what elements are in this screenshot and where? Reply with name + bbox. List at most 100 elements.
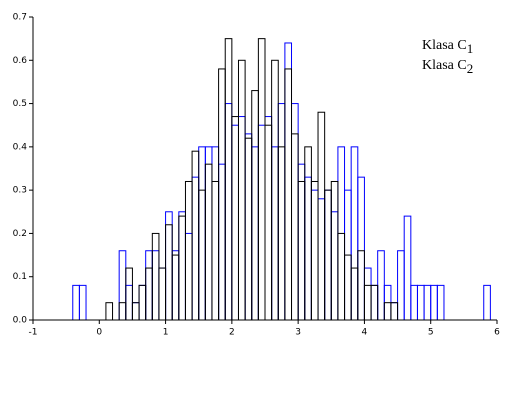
histogram-bar xyxy=(118,302,127,321)
x-tick-label: 5 xyxy=(428,328,434,338)
histogram-bar xyxy=(224,103,233,321)
histogram-bar xyxy=(397,250,405,321)
histogram-bar xyxy=(244,137,253,321)
histogram-bar xyxy=(324,189,332,321)
histogram-bar xyxy=(218,163,226,321)
histogram-bar xyxy=(436,284,445,321)
histogram-bar xyxy=(125,267,133,321)
x-tick-label: -1 xyxy=(29,328,38,338)
histogram-bar xyxy=(483,284,491,321)
histogram-bar xyxy=(277,146,286,321)
legend-entry: Klasa C2 xyxy=(422,58,473,76)
histogram-bar xyxy=(204,146,213,321)
histogram-bar xyxy=(211,180,220,321)
histogram-bar xyxy=(304,146,312,321)
histogram-bar xyxy=(350,267,359,321)
histogram-bar xyxy=(118,250,127,321)
histogram-bar xyxy=(390,302,399,321)
histogram-bar xyxy=(291,133,299,321)
x-tick-label: 2 xyxy=(229,328,235,338)
histogram-bar xyxy=(237,59,246,321)
histogram-bar xyxy=(264,116,273,321)
histogram-bar xyxy=(337,232,346,321)
histogram-bar xyxy=(416,284,425,321)
histogram-bar xyxy=(105,302,114,321)
histogram-bar xyxy=(178,215,186,321)
histogram-bar xyxy=(224,38,233,321)
histogram-bar xyxy=(370,284,379,321)
histogram-bar xyxy=(204,163,213,321)
histogram-bar xyxy=(191,150,200,321)
y-tick-label: 0.2 xyxy=(13,229,27,239)
histogram-bar xyxy=(158,267,167,321)
histogram-bar xyxy=(383,302,392,321)
histogram-bar xyxy=(231,116,239,321)
histogram-bar xyxy=(151,250,160,321)
histogram-bar xyxy=(363,284,372,321)
histogram-bar xyxy=(251,146,259,321)
histogram-bar xyxy=(284,42,293,321)
histogram-bar xyxy=(198,189,206,321)
histogram-bar xyxy=(257,38,266,321)
x-tick-label: 4 xyxy=(362,328,368,338)
histogram-bar xyxy=(297,163,306,321)
y-tick-label: 0.6 xyxy=(13,56,28,66)
histogram-bar xyxy=(330,180,339,321)
y-tick-label: 0.7 xyxy=(13,13,27,23)
histogram-bar xyxy=(165,211,173,321)
histogram-bar xyxy=(357,176,365,321)
histogram-bar xyxy=(291,103,299,321)
histogram-bar xyxy=(171,250,180,321)
histogram-bar xyxy=(344,254,352,321)
histogram-bar xyxy=(304,176,312,321)
histogram-bar xyxy=(310,180,319,321)
histogram-bar xyxy=(310,189,319,321)
histogram-bar xyxy=(284,68,293,321)
histogram-bar xyxy=(198,146,206,321)
histogram-bar xyxy=(350,146,359,321)
histogram-bar xyxy=(403,215,412,321)
y-tick-label: 0.0 xyxy=(13,316,28,326)
histogram-bar xyxy=(184,232,193,321)
histogram-bar xyxy=(145,250,153,321)
histogram-bar xyxy=(390,302,399,321)
histogram-bar xyxy=(138,284,147,321)
histogram-bar xyxy=(251,90,259,321)
histogram-bar xyxy=(264,124,273,321)
histogram-bar xyxy=(257,124,266,321)
histogram-bar xyxy=(317,198,326,321)
histogram-bar xyxy=(363,267,372,321)
histogram-bar xyxy=(357,250,365,321)
histogram-bar xyxy=(423,284,432,321)
y-tick-label: 0.3 xyxy=(13,186,27,196)
histogram-bar xyxy=(125,284,133,321)
histogram-bar xyxy=(78,284,87,321)
histogram-bar xyxy=(145,267,153,321)
histogram-bar xyxy=(324,189,332,321)
histogram-bar xyxy=(138,284,147,321)
histogram-bar xyxy=(218,68,226,321)
histogram-bar xyxy=(158,267,167,321)
legend-entry: Klasa C1 xyxy=(422,38,473,56)
x-tick-label: 3 xyxy=(295,328,301,338)
histogram-bar xyxy=(297,180,306,321)
x-tick-label: 6 xyxy=(494,328,500,338)
histogram-bar xyxy=(430,284,438,321)
histogram-bar xyxy=(131,302,140,321)
histogram-bar xyxy=(184,180,193,321)
histogram-bar xyxy=(131,302,140,321)
histogram-bar xyxy=(244,133,253,321)
y-tick-label: 0.4 xyxy=(13,142,28,152)
histogram-bar xyxy=(72,284,80,321)
histogram-bar xyxy=(178,211,186,321)
histogram-bar xyxy=(237,116,246,321)
histogram-bar xyxy=(165,224,173,321)
histogram-bar xyxy=(271,146,279,321)
histogram-bar xyxy=(377,250,385,321)
y-tick-label: 0.1 xyxy=(13,272,27,282)
histogram-bar xyxy=(317,111,326,321)
histogram-bar xyxy=(410,284,418,321)
histogram-bar xyxy=(271,59,279,321)
histogram-bar xyxy=(370,284,379,321)
